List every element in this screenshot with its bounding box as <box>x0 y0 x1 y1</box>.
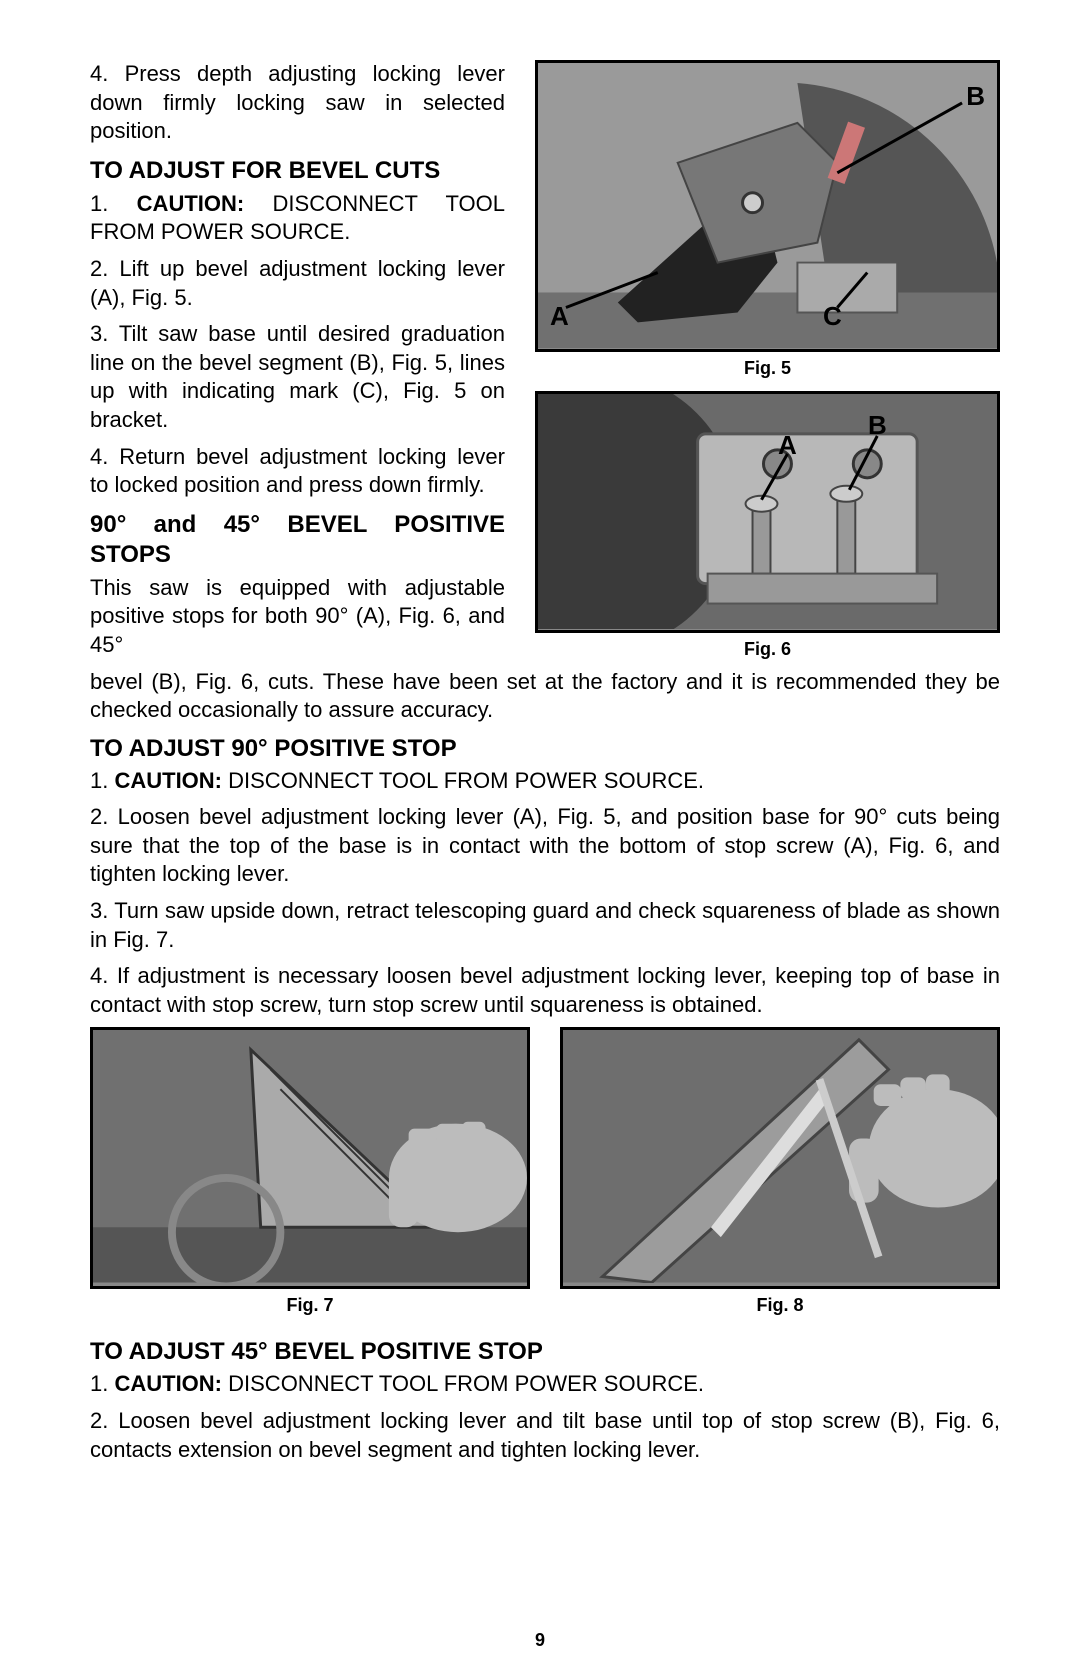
manual-page: 4. Press depth adjusting locking lever d… <box>0 0 1080 1512</box>
s90-step1: 1. CAUTION: DISCONNECT TOOL FROM POWER S… <box>90 767 1000 796</box>
step-number: 1. <box>90 191 137 216</box>
fig5-caption: Fig. 5 <box>535 358 1000 379</box>
s90-step2: 2. Loosen bevel adjustment locking lever… <box>90 803 1000 889</box>
heading-positive-stops: 90° and 45° BEVEL POSITIVE STOPS <box>90 510 505 570</box>
figure-7-illustration <box>93 1030 527 1283</box>
bevel-step1: 1. CAUTION: DISCONNECT TOOL FROM POWER S… <box>90 190 505 247</box>
fig6-caption: Fig. 6 <box>535 639 1000 660</box>
fig5-label-a: A <box>550 301 569 332</box>
step-number: 1. <box>90 768 114 793</box>
right-column: A B C Fig. 5 <box>535 60 1000 660</box>
s90-step4: 4. If adjustment is necessary loosen bev… <box>90 962 1000 1019</box>
heading-45-stop: TO ADJUST 45° BEVEL POSITIVE STOP <box>90 1338 1000 1366</box>
s45-step1: 1. CAUTION: DISCONNECT TOOL FROM POWER S… <box>90 1370 1000 1399</box>
fig6-label-a: A <box>778 430 797 461</box>
bottom-figure-row: Fig. 7 Fig. 8 <box>90 1027 1000 1328</box>
s90-step3: 3. Turn saw upside down, retract telesco… <box>90 897 1000 954</box>
fig6-label-b: B <box>868 410 887 441</box>
caution-label: CAUTION: <box>114 768 222 793</box>
figure-8-container: Fig. 8 <box>560 1027 1000 1328</box>
fig5-label-c: C <box>823 301 842 332</box>
left-column: 4. Press depth adjusting locking lever d… <box>90 60 505 668</box>
figure-7 <box>90 1027 530 1289</box>
step-text: DISCONNECT TOOL FROM POWER SOURCE. <box>222 768 704 793</box>
page-number: 9 <box>0 1630 1080 1651</box>
fig7-caption: Fig. 7 <box>90 1295 530 1316</box>
bevel-step3: 3. Tilt saw base until desired graduatio… <box>90 320 505 434</box>
figure-5-illustration <box>538 63 997 348</box>
bevel-step2: 2. Lift up bevel adjustment locking leve… <box>90 255 505 312</box>
figure-6: A B <box>535 391 1000 633</box>
figure-6-illustration <box>538 394 997 629</box>
bevel-step4: 4. Return bevel adjustment locking lever… <box>90 443 505 500</box>
step-text: DISCONNECT TOOL FROM POWER SOURCE. <box>222 1371 704 1396</box>
two-column-layout: 4. Press depth adjusting locking lever d… <box>90 60 1000 668</box>
fig5-label-b: B <box>966 81 985 112</box>
heading-90-stop: TO ADJUST 90° POSITIVE STOP <box>90 735 1000 763</box>
heading-bevel-cuts: TO ADJUST FOR BEVEL CUTS <box>90 156 505 186</box>
figure-8-illustration <box>563 1030 997 1283</box>
caution-label: CAUTION: <box>137 191 245 216</box>
intro-step4: 4. Press depth adjusting locking lever d… <box>90 60 505 146</box>
fig8-caption: Fig. 8 <box>560 1295 1000 1316</box>
figure-8 <box>560 1027 1000 1289</box>
caution-label: CAUTION: <box>114 1371 222 1396</box>
step-number: 1. <box>90 1371 114 1396</box>
figure-7-container: Fig. 7 <box>90 1027 530 1328</box>
stops-text-left: This saw is equipped with adjustable pos… <box>90 574 505 660</box>
figure-5: A B C <box>535 60 1000 352</box>
stops-text-full: bevel (B), Fig. 6, cuts. These have been… <box>90 668 1000 725</box>
s45-step2: 2. Loosen bevel adjustment locking lever… <box>90 1407 1000 1464</box>
